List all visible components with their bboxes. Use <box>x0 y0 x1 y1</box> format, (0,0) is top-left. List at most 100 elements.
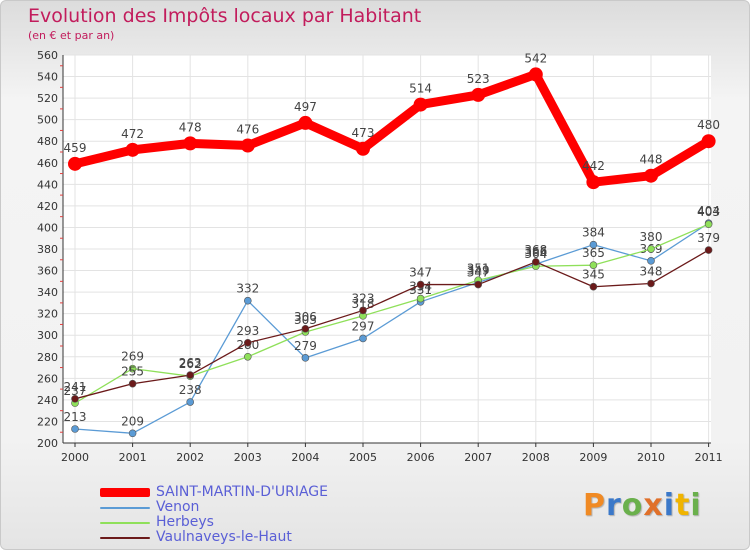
data-point <box>528 67 543 82</box>
data-label: 323 <box>352 291 375 305</box>
series-line-0 <box>70 69 714 187</box>
data-label: 442 <box>582 159 605 173</box>
data-label: 379 <box>697 231 720 245</box>
data-point <box>183 136 198 151</box>
data-label: 380 <box>640 230 663 244</box>
legend-label: Venon <box>156 499 200 515</box>
y-tick-label: 500 <box>37 114 58 127</box>
data-point <box>647 245 655 253</box>
y-tick-label: 560 <box>37 49 58 62</box>
data-label: 365 <box>582 246 605 260</box>
y-tick-label: 340 <box>37 286 58 299</box>
x-tick-label: 2009 <box>579 451 607 464</box>
data-label: 542 <box>524 51 547 65</box>
legend-swatch <box>100 488 150 497</box>
data-point <box>125 142 140 157</box>
data-point <box>128 429 137 438</box>
x-tick-label: 2007 <box>464 451 492 464</box>
data-label: 472 <box>121 127 144 141</box>
chart-legend: SAINT-MARTIN-D'URIAGE Venon Herbeys Vaulnav… <box>100 485 328 545</box>
data-label: 306 <box>294 310 317 324</box>
proxiti-logo: Proxiti <box>583 488 702 523</box>
x-tick-label: 2005 <box>349 451 377 464</box>
data-label: 366 <box>524 245 547 259</box>
y-tick-label: 440 <box>37 178 58 191</box>
data-label: 331 <box>409 283 432 297</box>
series-line-3 <box>74 249 710 400</box>
y-tick-label: 380 <box>37 243 58 256</box>
legend-item: Vaulnaveys-le-Haut <box>100 530 328 545</box>
y-tick-label: 480 <box>37 135 58 148</box>
data-label: 213 <box>64 410 87 424</box>
data-point <box>244 338 252 347</box>
data-label: 262 <box>179 357 202 371</box>
y-tick-label: 360 <box>37 265 58 278</box>
x-tick-label: 2004 <box>291 451 319 464</box>
data-point <box>589 282 598 291</box>
data-point <box>244 296 252 305</box>
data-label: 241 <box>64 380 87 394</box>
data-point <box>701 134 716 149</box>
data-label: 351 <box>467 261 490 275</box>
y-tick-label: 260 <box>37 372 58 385</box>
data-point <box>416 294 425 303</box>
data-label: 403 <box>697 205 720 219</box>
data-label: 476 <box>236 123 259 137</box>
y-tick-label: 220 <box>37 415 58 428</box>
data-label: 293 <box>236 324 259 338</box>
series-line-1 <box>74 222 710 434</box>
data-label: 255 <box>121 365 144 379</box>
data-label: 459 <box>64 141 87 155</box>
data-label: 348 <box>640 264 663 278</box>
y-tick-label: 420 <box>37 200 58 213</box>
legend-item: SAINT-MARTIN-D'URIAGE <box>100 485 328 500</box>
data-point <box>128 379 137 388</box>
legend-swatch <box>100 506 150 509</box>
data-point <box>301 324 310 333</box>
x-tick-label: 2006 <box>407 451 435 464</box>
data-point <box>589 240 598 249</box>
x-tick-label: 2000 <box>61 451 89 464</box>
data-label: 448 <box>640 153 663 167</box>
data-label: 514 <box>409 82 432 96</box>
y-tick-label: 280 <box>37 351 58 364</box>
chart-title: Evolution des Impôts locaux par Habitant <box>28 5 422 27</box>
data-point <box>413 97 428 112</box>
y-tick-label: 400 <box>37 221 58 234</box>
data-point <box>474 280 483 289</box>
y-tick-label: 460 <box>37 157 58 170</box>
chart-subtitle: (en € et par an) <box>28 29 115 42</box>
data-label: 347 <box>409 266 432 280</box>
data-point <box>704 220 713 229</box>
x-tick-label: 2001 <box>119 451 147 464</box>
data-label: 238 <box>179 383 202 397</box>
legend-swatch <box>100 521 150 524</box>
data-point <box>298 115 313 130</box>
data-point <box>416 280 425 289</box>
legend-label: Herbeys <box>156 514 214 530</box>
y-tick-label: 300 <box>37 329 58 342</box>
data-point <box>240 138 255 153</box>
x-tick-label: 2003 <box>234 451 262 464</box>
legend-label: SAINT-MARTIN-D'URIAGE <box>156 484 328 500</box>
data-point <box>356 141 370 156</box>
data-point <box>186 371 194 379</box>
legend-item: Venon <box>100 500 328 515</box>
data-point <box>359 334 367 343</box>
data-label: 297 <box>352 319 375 333</box>
data-point <box>68 156 82 171</box>
data-label: 345 <box>582 268 605 282</box>
data-point <box>359 306 367 315</box>
legend-label: Vaulnaveys-le-Haut <box>156 529 292 545</box>
data-point <box>589 261 598 269</box>
x-tick-label: 2011 <box>695 451 723 464</box>
data-label: 209 <box>121 414 144 428</box>
data-label: 349 <box>467 263 490 277</box>
legend-swatch <box>100 536 150 539</box>
x-tick-label: 2010 <box>637 451 665 464</box>
data-point <box>301 354 310 362</box>
legend-item: Herbeys <box>100 515 328 530</box>
data-point <box>71 395 79 403</box>
data-label: 303 <box>294 313 317 327</box>
